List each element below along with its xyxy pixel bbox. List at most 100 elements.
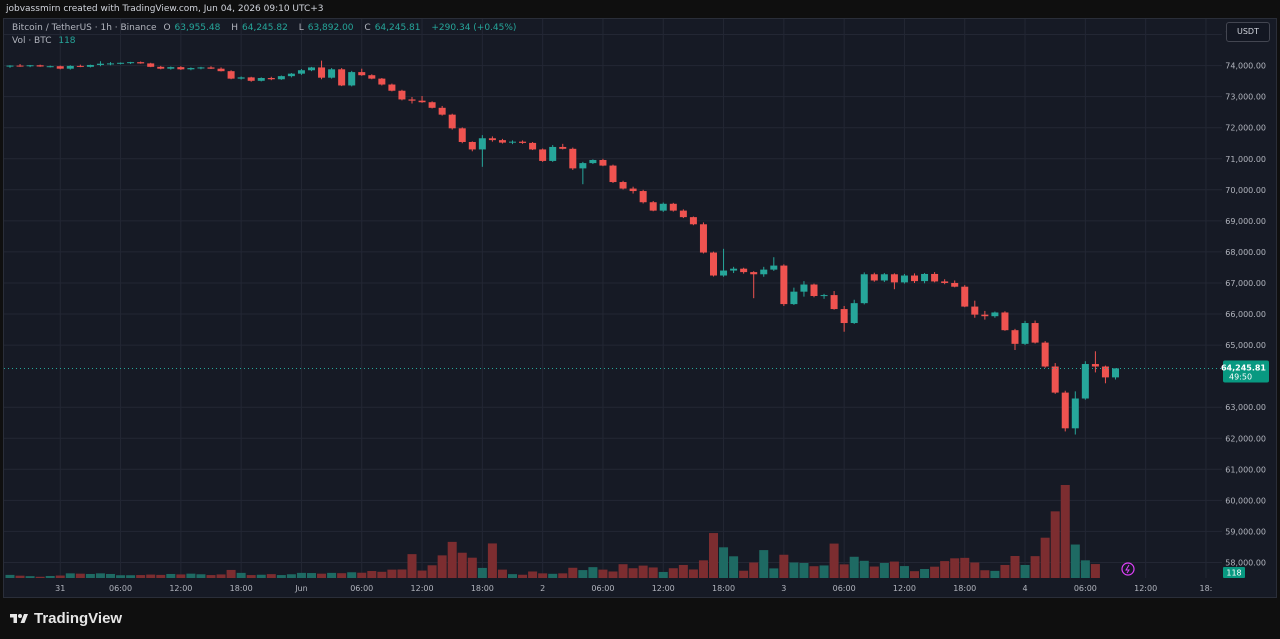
candle-body [519,141,527,143]
candle-body [227,71,235,79]
time-tick-label: 06:00 [350,584,373,593]
volume-bar [156,574,166,578]
volume-bar [598,569,608,578]
volume-bar [930,566,940,578]
time-tick-label: 18:00 [471,584,494,593]
time-tick-label: 12:00 [1134,584,1157,593]
tradingview-logo-icon [10,613,28,623]
volume-bar [487,543,497,578]
candle-body [750,272,758,275]
candle-body [900,275,908,283]
volume-bar [1070,544,1080,578]
candle-body [56,66,64,69]
candle-body [157,66,165,69]
footer-bar [0,598,1280,639]
volume-bar [75,573,85,578]
candle-body [297,70,305,74]
candle-body [740,268,748,273]
candle-body [308,67,315,71]
volume-bar [407,554,417,578]
volume-bar [216,574,226,578]
candle-body [880,274,888,281]
candle-body [599,159,607,166]
volume-bar [769,568,779,578]
price-axis[interactable]: 75,000.0074,000.0073,000.0072,000.0071,0… [1225,31,1266,568]
volume-bar [749,562,759,578]
volume-bar [508,574,517,578]
candle-body [609,165,617,183]
volume-bar [1000,564,1010,578]
candle-body [539,149,547,161]
candle-body [760,269,768,275]
candle-body [971,306,979,315]
time-tick-label: 12:00 [169,584,192,593]
volume-label[interactable]: Vol · BTC [12,36,52,46]
candle-body [679,210,687,218]
volume-bar [729,556,739,578]
volume-bar [136,575,146,578]
volume-bar [940,561,950,578]
candle-body [1071,398,1079,429]
candle-body [669,203,677,211]
currency-selector[interactable]: USDT [1226,22,1270,42]
candlestick-chart[interactable]: 75,000.0074,000.0073,000.0072,000.0071,0… [0,0,1280,598]
candle-body [277,76,285,80]
volume-bar [789,562,799,578]
volume-bar [628,568,638,578]
volume-bar [206,575,216,578]
volume-value: 118 [58,36,76,46]
candle-body [790,291,798,305]
price-change: +290.34 (+0.45%) [431,23,517,33]
time-axis[interactable]: 31 06:00 12:00 18:00 Jun 06:00 12:00 18:00 2 06:0… [55,584,1212,593]
chart-caption: jobvassmirn created with TradingView.com… [0,0,1280,18]
candle-body [348,72,356,86]
candle-body [458,128,466,142]
candle-body [1091,364,1099,367]
time-tick-label: 06:00 [833,584,856,593]
candle-body [569,148,577,169]
volume-bar [457,552,467,578]
volume-bar [387,569,397,578]
volume-bar [1030,556,1040,578]
tradingview-logo[interactable]: TradingView [8,610,122,627]
volume-bars [5,485,1100,578]
candle-body [710,252,717,276]
volume-bar [417,570,427,578]
price-tick-label: 59,000.00 [1225,527,1266,536]
time-tick-label: 06:00 [109,584,132,593]
volume-bar [950,558,960,578]
grid [4,19,1222,578]
volume-bar [1080,560,1090,578]
candle-body [217,68,225,72]
candle-body [398,90,406,100]
candle-body [639,191,647,203]
volume-bar [186,573,196,578]
time-tick-label: 18:00 [953,584,976,593]
volume-bar [990,570,1000,578]
candle-body [720,270,728,276]
candle-body [177,67,185,70]
volume-bar [357,572,367,578]
candle-body [167,67,175,69]
volume-bar [899,566,909,578]
symbol-label[interactable]: Bitcoin / TetherUS · 1h · Binance [12,23,157,33]
volume-bar [809,566,819,578]
candle-body [378,78,386,85]
price-tick-label: 73,000.00 [1225,93,1266,102]
candle-body [1061,392,1069,429]
ohlc-open: O 63,955.48 [163,23,221,33]
candle-body [338,69,346,86]
legend-volume-row: Vol · BTC 118 [12,35,520,48]
candle-body [941,281,949,283]
candle-body [820,295,828,297]
candle-body [6,65,14,67]
volume-bar [819,565,829,578]
time-tick-label: 4 [1023,584,1028,593]
volume-bar [286,574,296,578]
volume-bar [236,572,246,578]
candle-body [810,284,818,297]
volume-bar [518,574,528,578]
time-tick-label: 18:00 [230,584,253,593]
volume-bar [367,571,377,578]
volume-bar [347,572,357,578]
